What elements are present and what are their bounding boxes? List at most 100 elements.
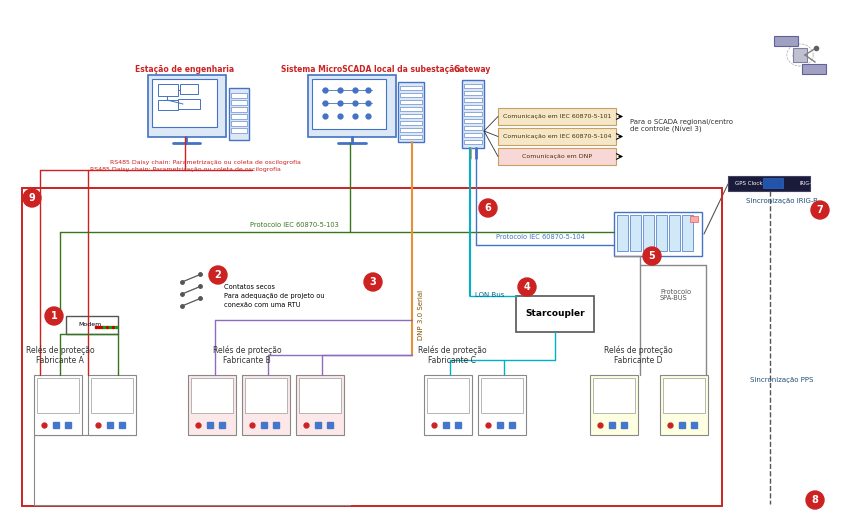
Text: 8: 8 [812, 495, 819, 505]
Circle shape [479, 199, 497, 217]
Bar [400, 121, 422, 125]
Bar [188, 375, 236, 435]
Bar [231, 121, 247, 126]
Bar [34, 375, 82, 435]
Bar [88, 375, 136, 435]
Bar [424, 375, 472, 435]
Bar [400, 135, 422, 139]
Bar [178, 99, 200, 109]
Bar [516, 296, 594, 332]
Text: Estação de engenharia: Estação de engenharia [135, 65, 235, 74]
Bar [245, 378, 287, 413]
Circle shape [45, 307, 63, 325]
Bar [400, 128, 422, 132]
Bar [427, 378, 469, 413]
Bar [37, 378, 79, 413]
Text: Para o SCADA regional/centro
de controle (Nível 3): Para o SCADA regional/centro de controle… [630, 119, 733, 133]
Text: 4: 4 [524, 282, 530, 292]
Bar [400, 93, 422, 97]
Text: 6: 6 [484, 203, 491, 213]
Text: Relés de proteção
Fabricante D: Relés de proteção Fabricante D [604, 345, 672, 365]
Text: Comunicação em IEC 60870-5-101: Comunicação em IEC 60870-5-101 [503, 114, 611, 119]
Text: GPS Clock: GPS Clock [735, 181, 762, 186]
Text: Comunicação em IEC 60870-5-104: Comunicação em IEC 60870-5-104 [502, 134, 611, 139]
Bar [400, 114, 422, 118]
Bar [498, 128, 616, 145]
Text: Protocolo IEC 60870-5-104: Protocolo IEC 60870-5-104 [496, 234, 585, 240]
Bar [726, 188, 838, 504]
Bar [158, 100, 178, 110]
Bar [656, 215, 667, 251]
Bar [464, 84, 482, 88]
Text: LON Bus: LON Bus [475, 292, 505, 298]
Text: Starcoupler: Starcoupler [525, 310, 585, 319]
Bar [593, 378, 635, 413]
Circle shape [23, 189, 41, 207]
Text: 7: 7 [817, 205, 824, 215]
Bar [464, 105, 482, 109]
Bar [630, 215, 641, 251]
Bar [312, 79, 386, 129]
Bar [148, 75, 226, 137]
Bar [728, 176, 810, 191]
Text: 5: 5 [649, 251, 655, 261]
Circle shape [811, 201, 829, 219]
Bar [464, 133, 482, 137]
Text: Sistema MicroSCADA local da subestação: Sistema MicroSCADA local da subestação [280, 65, 459, 74]
Bar [682, 215, 693, 251]
Bar [464, 126, 482, 130]
Bar [231, 107, 247, 112]
Bar [180, 84, 198, 94]
Text: Modem: Modem [78, 322, 101, 328]
Bar [229, 88, 249, 140]
Circle shape [364, 273, 382, 291]
Bar [464, 112, 482, 116]
Bar [660, 375, 708, 435]
Bar [191, 378, 233, 413]
Bar [481, 378, 523, 413]
Text: 9: 9 [29, 193, 36, 203]
Bar [242, 375, 290, 435]
Text: Para adequação de projeto ou: Para adequação de projeto ou [224, 293, 325, 299]
Bar [400, 100, 422, 104]
Bar [663, 378, 705, 413]
Text: Contatos secos: Contatos secos [224, 284, 275, 290]
Bar [498, 108, 616, 125]
Bar [802, 64, 826, 74]
Bar [231, 128, 247, 133]
Bar [400, 107, 422, 111]
Bar [614, 212, 702, 256]
Text: 2: 2 [214, 270, 221, 280]
Bar [464, 98, 482, 102]
Bar [398, 82, 424, 142]
Bar [763, 178, 783, 188]
Bar [498, 148, 616, 165]
Text: 3: 3 [370, 277, 377, 287]
Text: Relés de proteção
Fabricante B: Relés de proteção Fabricante B [212, 345, 281, 365]
Bar [91, 378, 133, 413]
Bar [296, 375, 344, 435]
Bar [464, 140, 482, 144]
Bar [590, 375, 638, 435]
Bar [231, 93, 247, 98]
Text: IRIG-N: IRIG-N [800, 181, 816, 186]
Text: Sincronização PPS: Sincronização PPS [751, 377, 813, 383]
Bar [231, 114, 247, 119]
Circle shape [643, 247, 661, 265]
Circle shape [806, 491, 824, 509]
Text: Sincronização IRIG-B: Sincronização IRIG-B [746, 198, 818, 204]
Text: conexão com uma RTU: conexão com uma RTU [224, 302, 301, 308]
Text: Relés de proteção
Fabricante C: Relés de proteção Fabricante C [417, 345, 486, 365]
Text: Relés de proteção
Fabricante A: Relés de proteção Fabricante A [26, 345, 94, 365]
Circle shape [209, 266, 227, 284]
Text: Comunicação em DNP: Comunicação em DNP [522, 154, 592, 159]
Bar [669, 215, 680, 251]
Bar [690, 216, 698, 222]
Bar [464, 119, 482, 123]
Bar [231, 100, 247, 105]
Bar [478, 375, 526, 435]
Text: RS485 Daisy chain: Parametrização ou coleta de oscilogrofia: RS485 Daisy chain: Parametrização ou col… [89, 167, 280, 172]
Bar [400, 86, 422, 90]
Text: Protocolo
SPA-BUS: Protocolo SPA-BUS [660, 288, 691, 302]
Bar [643, 215, 654, 251]
